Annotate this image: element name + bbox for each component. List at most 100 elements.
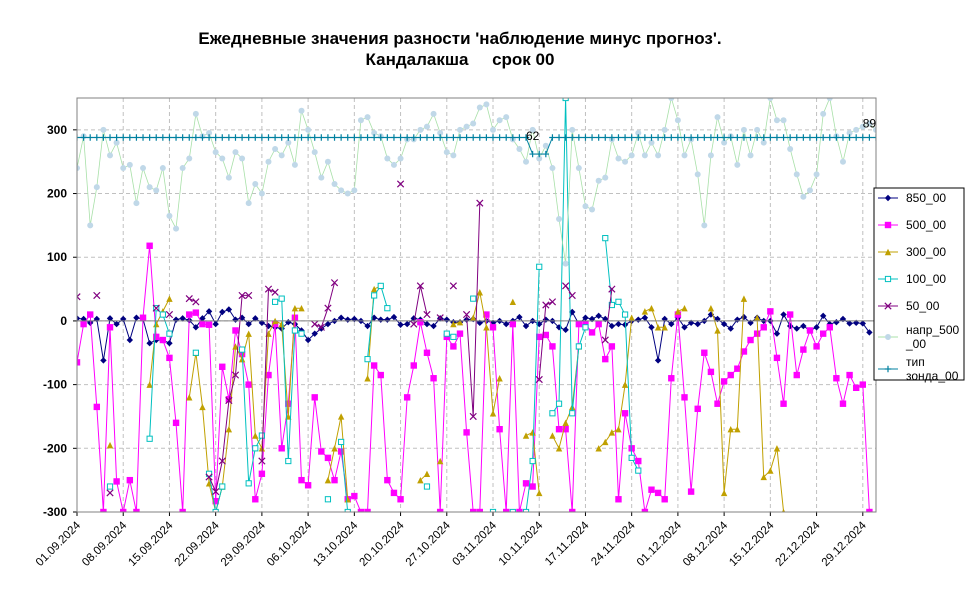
x-tick-label: 10.11.2024 [497, 519, 546, 568]
point [522, 480, 530, 487]
legend-item: напр_500_00 [878, 323, 959, 351]
point [884, 302, 892, 310]
point [760, 134, 767, 141]
legend-label: напр_500 [906, 323, 959, 337]
point [476, 134, 484, 141]
point [575, 343, 582, 350]
point [720, 320, 728, 328]
point [806, 327, 814, 334]
point [852, 134, 860, 141]
point [608, 301, 615, 309]
point [437, 130, 444, 137]
point [172, 134, 180, 141]
point [866, 120, 873, 127]
point [245, 200, 252, 207]
point [884, 275, 892, 283]
point [661, 324, 668, 331]
point [351, 134, 358, 141]
point [232, 327, 239, 334]
point [800, 322, 807, 330]
point [77, 134, 81, 141]
point [317, 323, 325, 331]
point [443, 316, 450, 323]
point [357, 117, 364, 124]
point [588, 329, 596, 336]
point [337, 413, 345, 420]
point [436, 457, 444, 465]
point [318, 134, 325, 141]
point [166, 340, 173, 347]
point [146, 381, 153, 388]
point [364, 134, 371, 141]
point [159, 336, 167, 344]
point [311, 134, 318, 141]
point [199, 134, 206, 141]
point [443, 333, 450, 341]
point [450, 320, 457, 328]
point [165, 310, 174, 319]
point [727, 426, 734, 433]
point [338, 438, 345, 446]
point [225, 134, 233, 141]
point [469, 412, 477, 421]
point [760, 473, 767, 481]
point [549, 134, 556, 141]
point [562, 134, 569, 141]
point [417, 126, 424, 133]
point [192, 324, 200, 331]
point [681, 304, 688, 312]
point [846, 371, 853, 379]
x-tick-label: 29.12.2024 [820, 519, 870, 569]
point [602, 438, 609, 446]
point [258, 470, 266, 477]
point [443, 134, 450, 141]
point [562, 260, 569, 267]
point [826, 324, 833, 331]
point [364, 114, 371, 121]
point [410, 134, 417, 141]
point [483, 101, 490, 108]
point [753, 314, 761, 321]
point [199, 403, 206, 411]
point [344, 190, 351, 197]
point [272, 145, 279, 152]
x-tick-label: 03.11.2024 [451, 519, 500, 568]
point [489, 324, 497, 331]
point [661, 126, 668, 133]
point [654, 134, 662, 141]
point [271, 134, 279, 141]
point [77, 165, 80, 172]
point [747, 152, 754, 159]
point [496, 134, 503, 141]
point [489, 134, 497, 141]
point [859, 134, 866, 141]
point [133, 200, 140, 207]
point [423, 123, 430, 130]
point [436, 134, 444, 141]
point [450, 134, 457, 141]
point [291, 314, 299, 321]
point [245, 480, 252, 487]
point [555, 445, 563, 452]
point [450, 343, 457, 350]
point [582, 134, 589, 141]
point [219, 483, 226, 490]
point [106, 483, 114, 490]
point [555, 134, 563, 141]
point [516, 145, 523, 152]
point [397, 321, 404, 328]
point [872, 134, 876, 141]
point [628, 454, 635, 461]
point [720, 134, 728, 141]
point [516, 313, 523, 321]
point [245, 381, 252, 388]
point [641, 152, 648, 159]
point [305, 126, 312, 133]
point [462, 310, 471, 319]
point [443, 149, 450, 156]
point [886, 98, 892, 104]
point [87, 311, 94, 318]
point [853, 126, 860, 133]
point [258, 432, 265, 439]
point [681, 394, 688, 401]
